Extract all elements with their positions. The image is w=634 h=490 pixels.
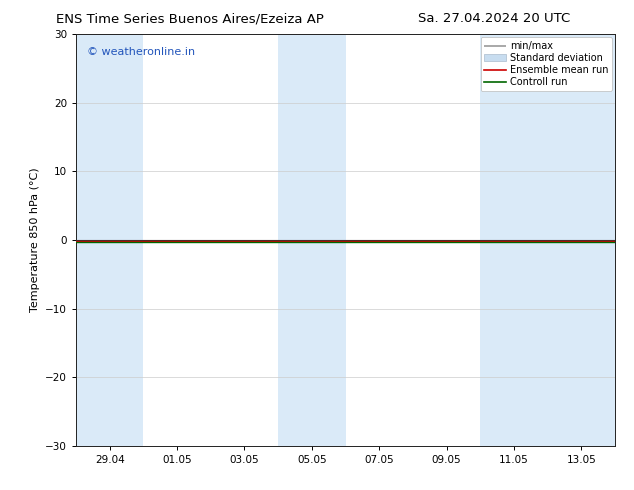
Bar — [278, 34, 346, 446]
Y-axis label: Temperature 850 hPa (°C): Temperature 850 hPa (°C) — [30, 168, 39, 313]
Bar — [76, 34, 143, 446]
Text: © weatheronline.in: © weatheronline.in — [87, 47, 195, 57]
Legend: min/max, Standard deviation, Ensemble mean run, Controll run: min/max, Standard deviation, Ensemble me… — [481, 37, 612, 91]
Text: ENS Time Series Buenos Aires/Ezeiza AP: ENS Time Series Buenos Aires/Ezeiza AP — [56, 12, 324, 25]
Bar — [480, 34, 615, 446]
Text: Sa. 27.04.2024 20 UTC: Sa. 27.04.2024 20 UTC — [418, 12, 571, 25]
